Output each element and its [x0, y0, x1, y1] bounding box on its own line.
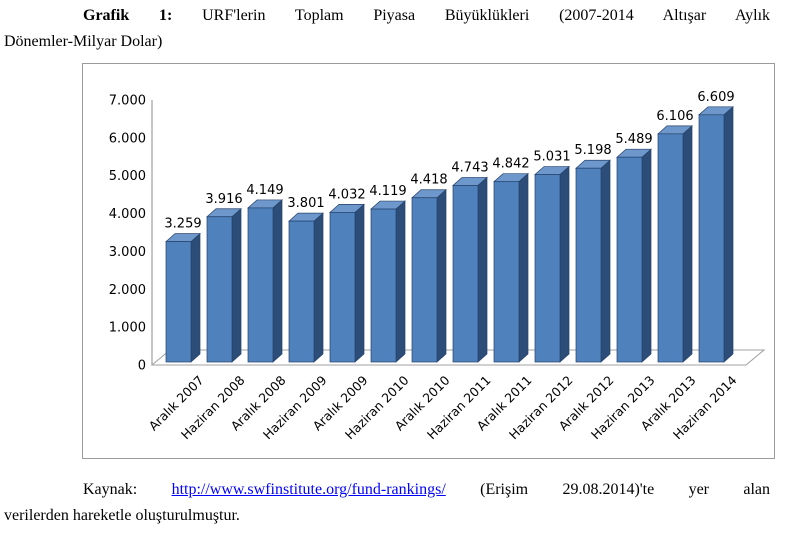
bar-value-label: 6.106: [656, 109, 693, 124]
bar-front-face: [329, 212, 356, 363]
source-line2: verilerden hareketle oluşturulmuştur.: [4, 507, 240, 524]
bar: [288, 212, 324, 363]
bar: [698, 106, 734, 363]
caption-line1: Grafik 1: URF'lerin Toplam Piyasa Büyükl…: [4, 3, 770, 29]
figure-caption: Grafik 1: URF'lerin Toplam Piyasa Büyükl…: [4, 3, 770, 55]
bar: [534, 165, 570, 363]
bar: [575, 159, 611, 363]
bar-front-face: [288, 220, 315, 363]
bar-side-face: [313, 212, 324, 363]
bar-front-face: [657, 133, 684, 363]
bar-side-face: [641, 148, 652, 363]
bar-chart-svg: 7.000 6.000 5.000 4.000 3.000 2.000 1.000 0 3.2…: [82, 63, 775, 459]
source-line1: Kaynak: http://www.swfinstitute.org/fund…: [4, 477, 770, 503]
y-tick-label: 1.000: [109, 321, 146, 336]
bar-value-label: 3.801: [287, 196, 324, 211]
bar-value-label: 6.609: [697, 90, 734, 105]
bar-front-face: [575, 167, 602, 363]
bar-front-face: [698, 114, 725, 363]
chart: 7.000 6.000 5.000 4.000 3.000 2.000 1.000 0 3.2…: [82, 63, 775, 459]
bar-value-label: 3.916: [205, 192, 242, 207]
bar-front-face: [206, 216, 233, 363]
bar: [206, 207, 242, 363]
caption-line2: Dönemler-Milyar Dolar): [4, 33, 163, 50]
bar-side-face: [354, 203, 365, 363]
bar-value-label: 4.119: [369, 184, 406, 199]
bar-side-face: [477, 176, 488, 363]
bar-value-label: 5.031: [533, 150, 570, 165]
bar-side-face: [682, 125, 693, 363]
bar-side-face: [395, 200, 406, 363]
bar: [247, 199, 283, 363]
bar-value-label: 5.489: [615, 132, 652, 147]
bar-side-face: [436, 188, 447, 363]
source-prefix: Kaynak:: [83, 481, 138, 498]
bar-value-label: 4.418: [410, 173, 447, 188]
bar-front-face: [616, 156, 643, 363]
source-suffix: (Erişim 29.08.2014)'te yer alan: [480, 481, 771, 498]
bar: [493, 172, 529, 363]
bar: [329, 203, 365, 363]
bar-side-face: [272, 199, 283, 363]
bar: [616, 148, 652, 363]
bar-side-face: [190, 232, 201, 363]
source-link[interactable]: http://www.swfinstitute.org/fund-ranking…: [171, 481, 446, 498]
bar-front-face: [452, 185, 479, 363]
bar: [411, 188, 447, 363]
y-tick-label: 0: [138, 359, 146, 374]
bar-side-face: [723, 106, 734, 363]
source-note: Kaynak: http://www.swfinstitute.org/fund…: [4, 477, 770, 529]
bar-side-face: [600, 159, 611, 363]
caption-label: Grafik 1:: [83, 7, 173, 24]
bar-front-face: [165, 241, 192, 363]
bar-front-face: [534, 174, 561, 363]
bar-value-label: 4.032: [328, 187, 365, 202]
bar-value-label: 4.842: [492, 157, 529, 172]
y-tick-label: 3.000: [109, 245, 146, 260]
bar-side-face: [559, 165, 570, 363]
y-tick-label: 2.000: [109, 283, 146, 298]
bar-side-face: [231, 207, 242, 363]
bar-side-face: [518, 172, 529, 363]
bar: [657, 125, 693, 363]
bars-group: [165, 106, 734, 363]
bar: [370, 200, 406, 363]
y-tick-label: 7.000: [109, 94, 146, 109]
bar-value-label: 4.743: [451, 160, 488, 175]
bar-value-label: 3.259: [164, 217, 201, 232]
bar-value-labels: 3.259 3.916 4.149 3.801 4.032 4.119 4.418 4.743…: [164, 90, 734, 232]
y-axis-tick-labels: 7.000 6.000 5.000 4.000 3.000 2.000 1.000 0: [109, 94, 146, 374]
caption-title-text: URF'lerin Toplam Piyasa Büyüklükleri (20…: [202, 7, 771, 24]
bar: [165, 232, 201, 363]
bar-front-face: [370, 208, 397, 363]
bar-front-face: [247, 207, 274, 363]
bar-value-label: 5.198: [574, 143, 611, 158]
bar-value-label: 4.149: [246, 183, 283, 198]
y-tick-label: 4.000: [109, 207, 146, 222]
bar: [452, 176, 488, 363]
bar-front-face: [493, 181, 520, 363]
bar-front-face: [411, 197, 438, 363]
y-tick-label: 6.000: [109, 131, 146, 146]
y-tick-label: 5.000: [109, 169, 146, 184]
